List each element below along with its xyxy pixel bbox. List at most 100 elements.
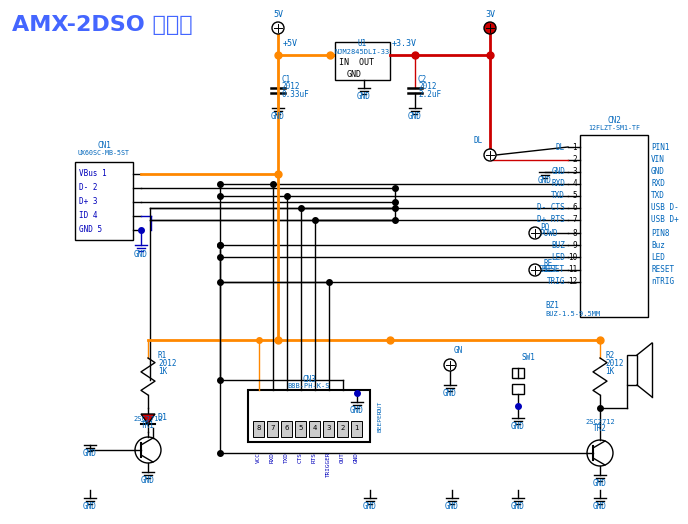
Text: GND: GND [408,112,422,121]
Text: 8: 8 [256,425,261,431]
Text: RXD: RXD [270,452,275,463]
Bar [512,368,524,378]
Polygon shape [141,414,155,424]
Text: RXD: RXD [551,180,565,189]
Text: RESET: RESET [535,266,558,275]
Text: BZ1: BZ1 [545,301,559,310]
Text: PIN8: PIN8 [651,228,669,237]
Bar [253,421,264,437]
Bar [335,42,390,80]
Text: USB D+: USB D+ [651,215,679,224]
Text: TXD: TXD [651,191,665,201]
Text: 2012: 2012 [605,359,623,368]
Text: DL: DL [556,143,565,151]
Text: Buz: Buz [651,241,665,249]
Text: 9: 9 [572,241,577,249]
Circle shape [444,359,456,371]
Text: OUT: OUT [378,400,383,412]
Bar [337,421,348,437]
Text: CN1: CN1 [97,141,111,150]
Bar [351,421,362,437]
Text: BUZ: BUZ [551,241,565,249]
Text: GND: GND [350,406,363,415]
Text: AMX-2DSO 回路図: AMX-2DSO 回路図 [12,15,193,35]
Text: 2012: 2012 [158,359,177,368]
Text: +5V: +5V [283,39,298,48]
Text: GND: GND [347,70,362,79]
Text: RESET: RESET [542,266,565,275]
Text: PIN1: PIN1 [651,143,669,151]
Bar [281,421,292,437]
Circle shape [529,264,541,276]
Bar [309,421,320,437]
Text: GND: GND [83,502,97,511]
Text: CN3: CN3 [302,375,316,384]
Text: GND: GND [593,502,607,511]
Text: D1: D1 [158,413,168,422]
Text: 0.33uF: 0.33uF [281,90,309,99]
Text: 12: 12 [568,278,577,287]
Text: BUZ-1.5-9.5MM: BUZ-1.5-9.5MM [545,311,600,317]
Bar [580,135,648,317]
Text: VCC: VCC [256,452,261,463]
Text: D- 2: D- 2 [79,183,98,192]
Text: TRIG: TRIG [546,278,565,287]
Bar [295,421,306,437]
Bar [248,390,370,442]
Text: 2SC2712: 2SC2712 [133,416,163,422]
Text: 1: 1 [572,143,577,151]
Text: GND: GND [511,422,525,431]
Text: VIN: VIN [651,156,665,165]
Text: 2.2uF: 2.2uF [418,90,441,99]
Text: NJM2845DLI-33: NJM2845DLI-33 [335,49,390,55]
Text: PO: PO [540,223,550,232]
Text: 3: 3 [572,168,577,177]
Text: 7: 7 [572,215,577,224]
Text: +3.3V: +3.3V [392,39,417,48]
Text: LED: LED [551,253,565,261]
Text: SW1: SW1 [521,353,535,362]
Text: VBus 1: VBus 1 [79,169,107,179]
Text: nTRIG: nTRIG [651,278,674,287]
Text: GND: GND [651,168,665,177]
Text: GND: GND [134,250,148,259]
Text: 3: 3 [326,425,331,431]
Text: D+ 3: D+ 3 [79,198,98,206]
Text: GND: GND [538,176,552,185]
Text: RE: RE [544,258,552,267]
Text: 10: 10 [568,253,577,261]
Circle shape [484,149,496,161]
Text: 6: 6 [284,425,289,431]
Text: GN: GN [454,346,463,355]
Text: C1: C1 [281,75,290,84]
Text: DL: DL [473,136,482,145]
Text: 4: 4 [312,425,316,431]
Text: 2012: 2012 [418,82,436,91]
Text: 2SC2712: 2SC2712 [585,419,615,425]
Text: BEEPER: BEEPER [378,410,383,432]
Text: 1K: 1K [605,367,614,376]
Text: TXD: TXD [551,191,565,201]
Text: TRIGGER: TRIGGER [326,452,331,477]
Text: GND: GND [141,476,155,485]
Text: GND: GND [271,112,285,121]
Text: CTS: CTS [298,452,303,463]
Text: GND: GND [445,502,459,511]
Text: GND: GND [551,168,565,177]
Text: POWD: POWD [539,228,558,237]
Bar [75,162,133,240]
Text: D- CTS: D- CTS [537,203,565,213]
Text: U1: U1 [358,39,367,48]
Text: 2: 2 [572,156,577,165]
Text: LED: LED [651,253,665,261]
Text: 1K: 1K [158,367,167,376]
Text: 3V: 3V [485,10,495,19]
Text: UX60SC-MB-5ST: UX60SC-MB-5ST [78,150,130,156]
Text: GND: GND [363,502,377,511]
Text: GND: GND [83,449,97,458]
Bar [323,421,334,437]
Text: GND: GND [511,502,525,511]
Text: D+ RTS: D+ RTS [537,215,565,224]
Text: 1: 1 [354,425,358,431]
Text: 2012: 2012 [281,82,299,91]
